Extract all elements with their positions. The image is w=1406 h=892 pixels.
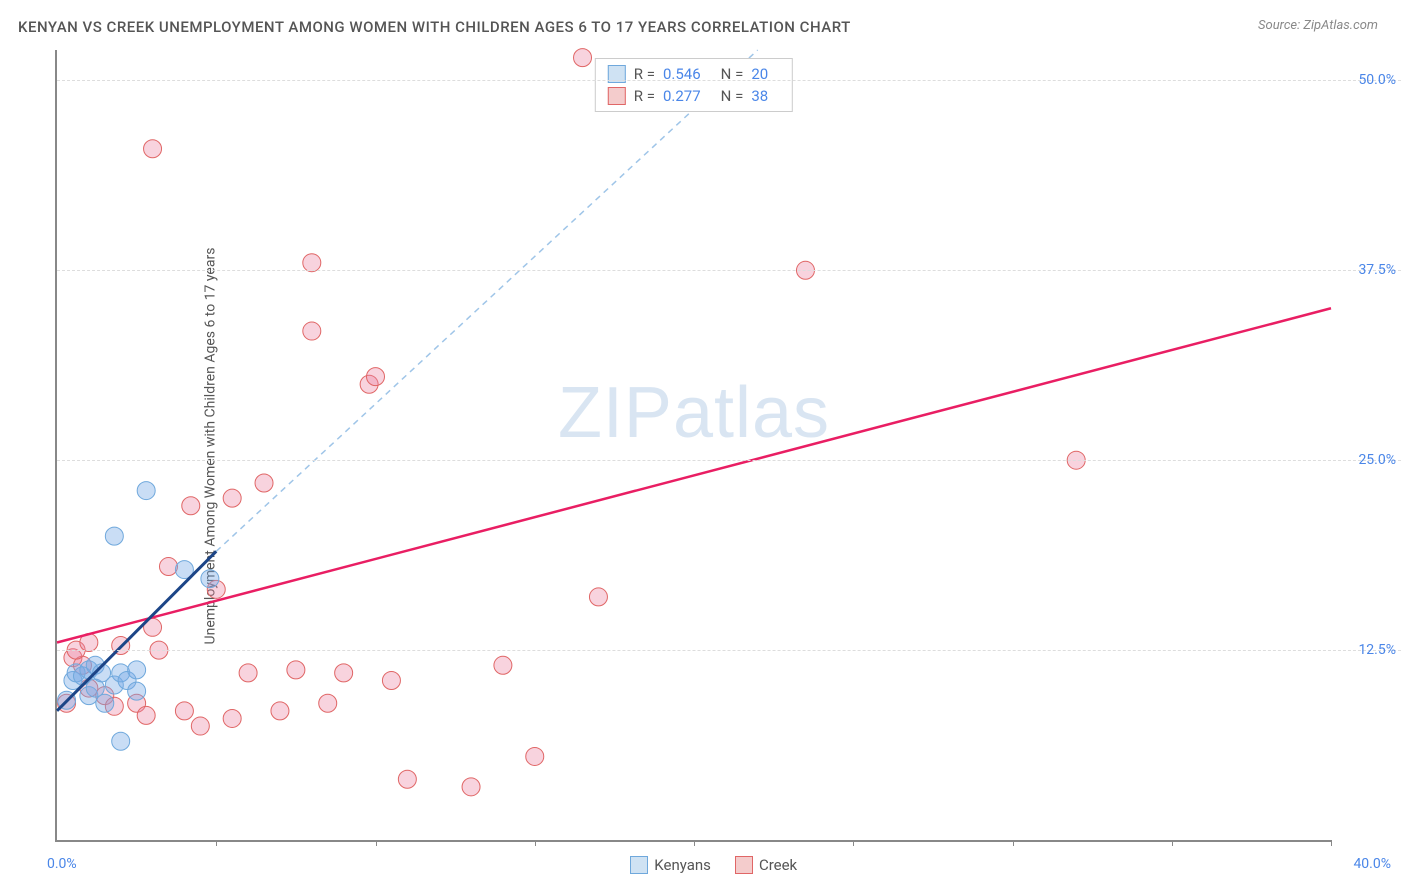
- legend-label-creek: Creek: [759, 856, 797, 874]
- legend-item-creek: Creek: [735, 856, 797, 874]
- plot-area: ZIPatlas R = 0.546 N = 20 R = 0.277 N = …: [55, 50, 1331, 842]
- n-label: N =: [721, 87, 744, 105]
- legend-label-kenyans: Kenyans: [654, 856, 711, 874]
- stats-row-kenyans: R = 0.546 N = 20: [608, 63, 780, 85]
- r-label: R =: [634, 87, 655, 105]
- gridline: [57, 270, 1401, 271]
- x-axis-max-label: 40.0%: [1353, 856, 1391, 872]
- x-tick: [535, 840, 536, 846]
- x-tick: [853, 840, 854, 846]
- r-value-creek: 0.277: [663, 87, 701, 105]
- x-tick: [1013, 840, 1014, 846]
- correlation-chart: KENYAN VS CREEK UNEMPLOYMENT AMONG WOMEN…: [0, 0, 1406, 892]
- stats-row-creek: R = 0.277 N = 38: [608, 85, 780, 107]
- gridline: [57, 80, 1401, 81]
- source-attribution: Source: ZipAtlas.com: [1258, 18, 1378, 33]
- gridline: [57, 650, 1401, 651]
- x-tick: [694, 840, 695, 846]
- x-tick: [216, 840, 217, 846]
- y-tick-label: 50.0%: [1358, 72, 1396, 88]
- x-tick: [1172, 840, 1173, 846]
- x-tick: [376, 840, 377, 846]
- gridline: [57, 460, 1401, 461]
- legend-item-kenyans: Kenyans: [630, 856, 711, 874]
- legend-swatch-creek: [735, 856, 753, 874]
- legend-swatch-kenyans: [630, 856, 648, 874]
- chart-title: KENYAN VS CREEK UNEMPLOYMENT AMONG WOMEN…: [18, 18, 851, 36]
- x-axis-min-label: 0.0%: [47, 856, 77, 872]
- correlation-stats-box: R = 0.546 N = 20 R = 0.277 N = 38: [595, 58, 793, 112]
- y-tick-label: 12.5%: [1358, 642, 1396, 658]
- plot-svg: [57, 50, 1331, 840]
- legend: Kenyans Creek: [630, 856, 797, 874]
- n-value-creek: 38: [751, 87, 768, 105]
- y-tick-label: 25.0%: [1358, 452, 1396, 468]
- y-tick-label: 37.5%: [1358, 262, 1396, 278]
- x-tick: [1331, 840, 1332, 846]
- swatch-creek: [608, 87, 626, 105]
